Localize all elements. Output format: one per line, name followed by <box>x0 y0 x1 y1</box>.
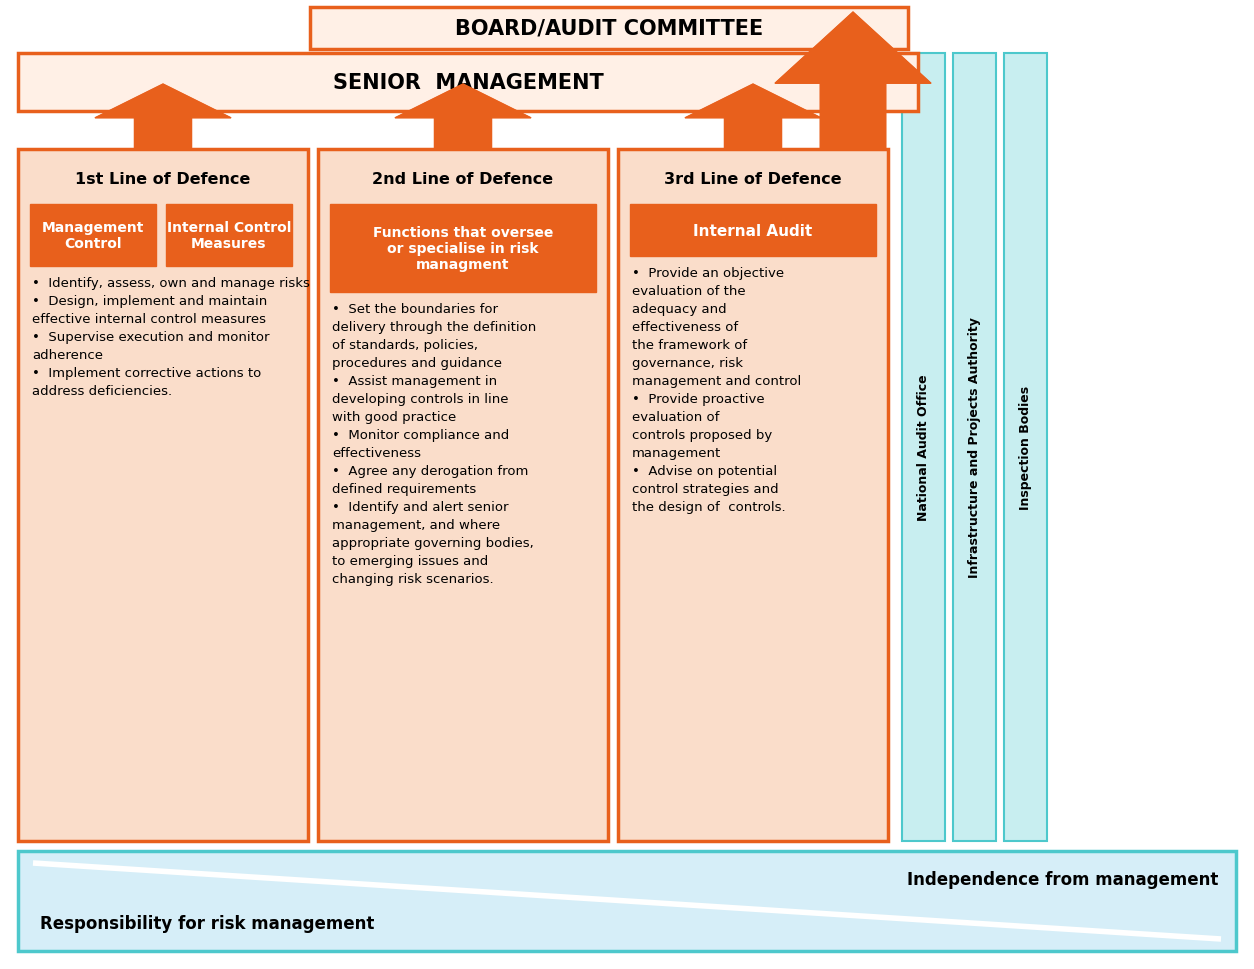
FancyBboxPatch shape <box>330 204 596 293</box>
Text: Internal Audit: Internal Audit <box>693 223 813 238</box>
Text: •  Provide an objective
evaluation of the
adequacy and
effectiveness of
the fram: • Provide an objective evaluation of the… <box>632 266 801 514</box>
Text: Responsibility for risk management: Responsibility for risk management <box>40 914 375 932</box>
Polygon shape <box>395 85 530 150</box>
Text: •  Identify, assess, own and manage risks
•  Design, implement and maintain
effe: • Identify, assess, own and manage risks… <box>33 277 310 397</box>
FancyBboxPatch shape <box>618 150 888 841</box>
Text: Functions that oversee
or specialise in risk
managment: Functions that oversee or specialise in … <box>372 226 553 272</box>
Text: 2nd Line of Defence: 2nd Line of Defence <box>372 172 553 187</box>
Polygon shape <box>685 85 821 150</box>
FancyBboxPatch shape <box>319 150 608 841</box>
Text: Infrastructure and Projects Authority: Infrastructure and Projects Authority <box>968 317 981 578</box>
Text: 1st Line of Defence: 1st Line of Defence <box>75 172 251 187</box>
Text: BOARD/AUDIT COMMITTEE: BOARD/AUDIT COMMITTEE <box>455 19 764 39</box>
FancyBboxPatch shape <box>902 54 946 841</box>
Polygon shape <box>775 13 930 150</box>
FancyBboxPatch shape <box>30 204 155 266</box>
Text: 3rd Line of Defence: 3rd Line of Defence <box>665 172 841 187</box>
FancyBboxPatch shape <box>18 851 1236 951</box>
FancyBboxPatch shape <box>310 8 908 50</box>
Text: National Audit Office: National Audit Office <box>917 374 930 520</box>
Text: SENIOR  MANAGEMENT: SENIOR MANAGEMENT <box>332 73 603 93</box>
FancyBboxPatch shape <box>18 150 308 841</box>
Text: Independence from management: Independence from management <box>907 870 1218 888</box>
Text: •  Set the boundaries for
delivery through the definition
of standards, policies: • Set the boundaries for delivery throug… <box>332 302 537 585</box>
Polygon shape <box>95 85 231 150</box>
FancyBboxPatch shape <box>166 204 292 266</box>
Text: Internal Control
Measures: Internal Control Measures <box>167 221 291 251</box>
FancyBboxPatch shape <box>18 54 918 111</box>
FancyBboxPatch shape <box>630 204 877 257</box>
Text: Inspection Bodies: Inspection Bodies <box>1020 386 1032 510</box>
FancyBboxPatch shape <box>953 54 996 841</box>
FancyBboxPatch shape <box>1004 54 1047 841</box>
Text: Management
Control: Management Control <box>41 221 144 251</box>
